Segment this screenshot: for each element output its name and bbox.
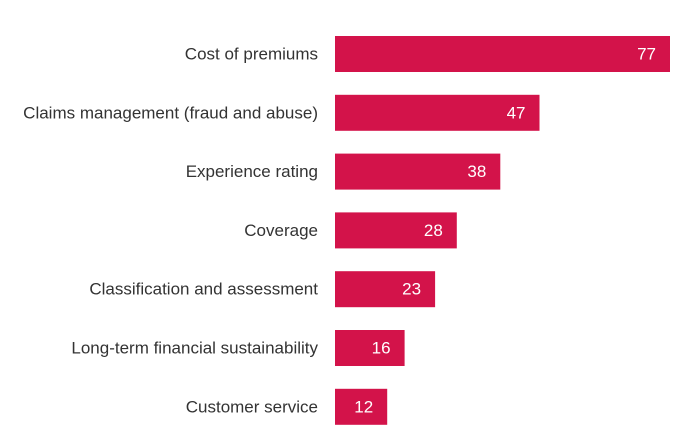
bar xyxy=(335,36,670,72)
bar xyxy=(335,330,405,366)
bar xyxy=(335,153,501,190)
category-label: Classification and assessment xyxy=(89,280,318,299)
value-label: 77 xyxy=(637,45,656,64)
category-label: Cost of premiums xyxy=(185,45,318,64)
bars-layer xyxy=(335,36,670,425)
bar xyxy=(335,212,457,249)
value-label: 47 xyxy=(507,103,526,122)
value-label: 28 xyxy=(424,221,443,240)
category-label: Long-term financial sustainability xyxy=(71,339,318,358)
value-labels: 77 47 38 28 23 16 12 xyxy=(354,45,656,417)
value-label: 38 xyxy=(467,162,486,181)
category-labels: Cost of premiums Claims management (fraud… xyxy=(23,45,318,417)
value-label: 16 xyxy=(372,339,391,358)
category-label: Customer service xyxy=(186,397,318,416)
value-label: 12 xyxy=(354,397,373,416)
bar xyxy=(335,271,436,308)
category-label: Experience rating xyxy=(186,162,318,181)
category-label: Claims management (fraud and abuse) xyxy=(23,103,318,122)
value-label: 23 xyxy=(402,280,421,299)
bar xyxy=(335,388,388,425)
bar xyxy=(335,94,540,131)
category-label: Coverage xyxy=(244,221,318,240)
